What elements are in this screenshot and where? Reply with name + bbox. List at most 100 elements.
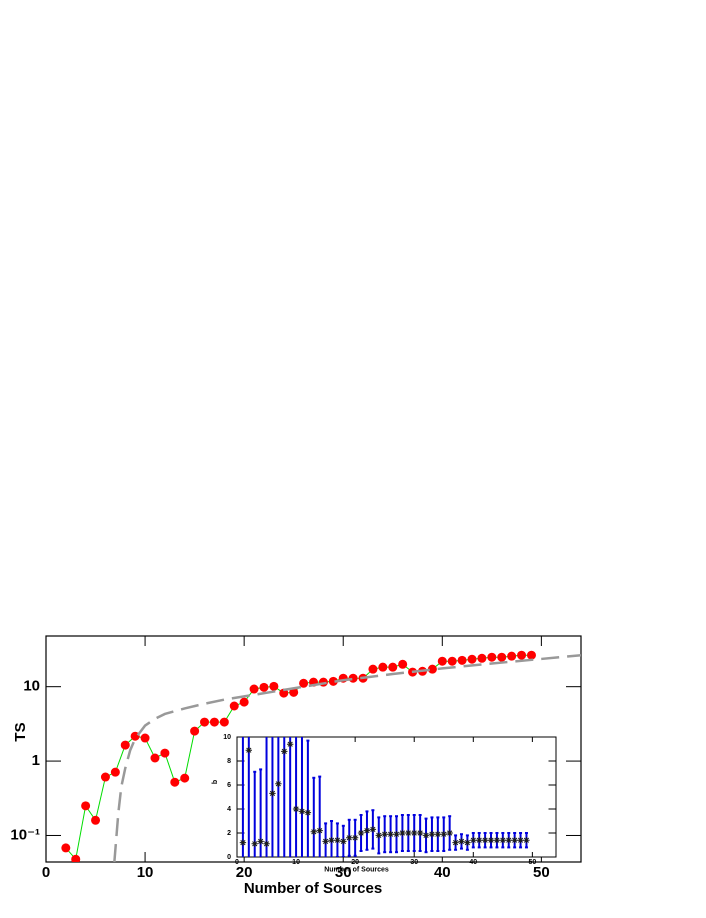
data-point [369, 826, 377, 833]
data-point [239, 697, 249, 707]
data-point [427, 664, 437, 674]
data-point [200, 717, 210, 727]
data-point [452, 839, 459, 846]
x-tick-label: 0 [235, 859, 239, 866]
y-axis-label: b [212, 780, 219, 784]
data-point [476, 837, 483, 844]
data-point [170, 777, 180, 787]
data-point [440, 831, 447, 838]
data-point [229, 701, 239, 711]
data-point [160, 748, 170, 758]
data-point [71, 854, 81, 862]
data-point [499, 837, 507, 844]
data-point [259, 682, 269, 692]
data-point [318, 677, 328, 687]
data-point [328, 837, 335, 844]
data-point [334, 837, 341, 844]
plot-area [239, 737, 530, 857]
data-point [416, 829, 424, 837]
data-point [279, 688, 289, 698]
data-point [487, 837, 495, 844]
plot-area [61, 650, 581, 862]
data-point [219, 717, 229, 727]
data-point [180, 773, 190, 783]
data-point [493, 837, 501, 844]
data-point [428, 831, 436, 838]
data-point [481, 837, 489, 844]
data-point [497, 652, 507, 662]
x-tick-label: 20 [351, 859, 359, 866]
data-point [437, 656, 447, 666]
data-point [328, 676, 338, 686]
data-point [245, 747, 253, 754]
data-point [487, 652, 497, 662]
data-point [507, 651, 517, 661]
data-point [275, 780, 282, 787]
data-point [322, 838, 329, 845]
data-point [299, 678, 309, 688]
y-tick-label: 2 [227, 830, 231, 837]
y-tick-label: 0 [227, 854, 231, 861]
data-line [113, 653, 581, 862]
data-point [375, 832, 382, 839]
data-point [399, 829, 406, 837]
data-point [505, 837, 512, 844]
data-point [316, 827, 323, 834]
data-point [61, 843, 71, 853]
data-point [457, 655, 467, 665]
x-tick-label: 0 [42, 864, 50, 881]
x-tick-label: 10 [292, 859, 300, 866]
data-point [446, 829, 453, 837]
data-point [340, 838, 347, 845]
data-point [269, 790, 276, 797]
x-tick-label: 40 [469, 859, 477, 866]
data-point [405, 829, 412, 837]
x-axis-label: Number of Sources [324, 866, 389, 873]
data-point [263, 840, 270, 847]
data-point [398, 659, 408, 669]
data-point [110, 767, 120, 777]
data-point [511, 837, 518, 844]
data-point [381, 831, 388, 838]
x-tick-label: 50 [528, 859, 536, 866]
data-point [100, 772, 110, 782]
data-point [190, 726, 200, 736]
data-point [120, 740, 130, 750]
data-point [91, 815, 101, 825]
data-point [477, 653, 487, 663]
data-point [517, 650, 527, 660]
y-axis-label: TS [12, 722, 29, 741]
x-tick-label: 30 [335, 864, 352, 881]
x-tick-label: 40 [434, 864, 451, 881]
data-point [467, 654, 477, 664]
y-tick-label: 10⁻¹ [10, 826, 40, 843]
data-point [357, 829, 365, 837]
y-tick-label: 1 [32, 752, 40, 769]
data-point [434, 831, 442, 838]
x-tick-label: 50 [533, 864, 550, 881]
data-point [239, 839, 247, 846]
data-point [304, 809, 312, 816]
y-tick-label: 8 [227, 758, 231, 765]
data-point [523, 837, 530, 844]
x-axis-label: Number of Sources [244, 880, 382, 897]
data-point [251, 840, 258, 847]
data-point [388, 662, 398, 672]
data-point [209, 717, 219, 727]
data-point [310, 828, 317, 835]
data-point [289, 687, 299, 697]
data-point [346, 834, 353, 841]
x-tick-label: 20 [236, 864, 253, 881]
data-point [368, 664, 378, 674]
data-point [464, 839, 471, 846]
data-point [517, 837, 524, 844]
data-point [351, 834, 359, 841]
data-point [470, 837, 477, 844]
data-point [422, 832, 430, 839]
y-tick-label: 6 [227, 782, 231, 789]
data-point [363, 827, 371, 834]
data-point [292, 805, 300, 813]
y-tick-label: 10 [23, 678, 40, 695]
x-tick-label: 10 [137, 864, 154, 881]
